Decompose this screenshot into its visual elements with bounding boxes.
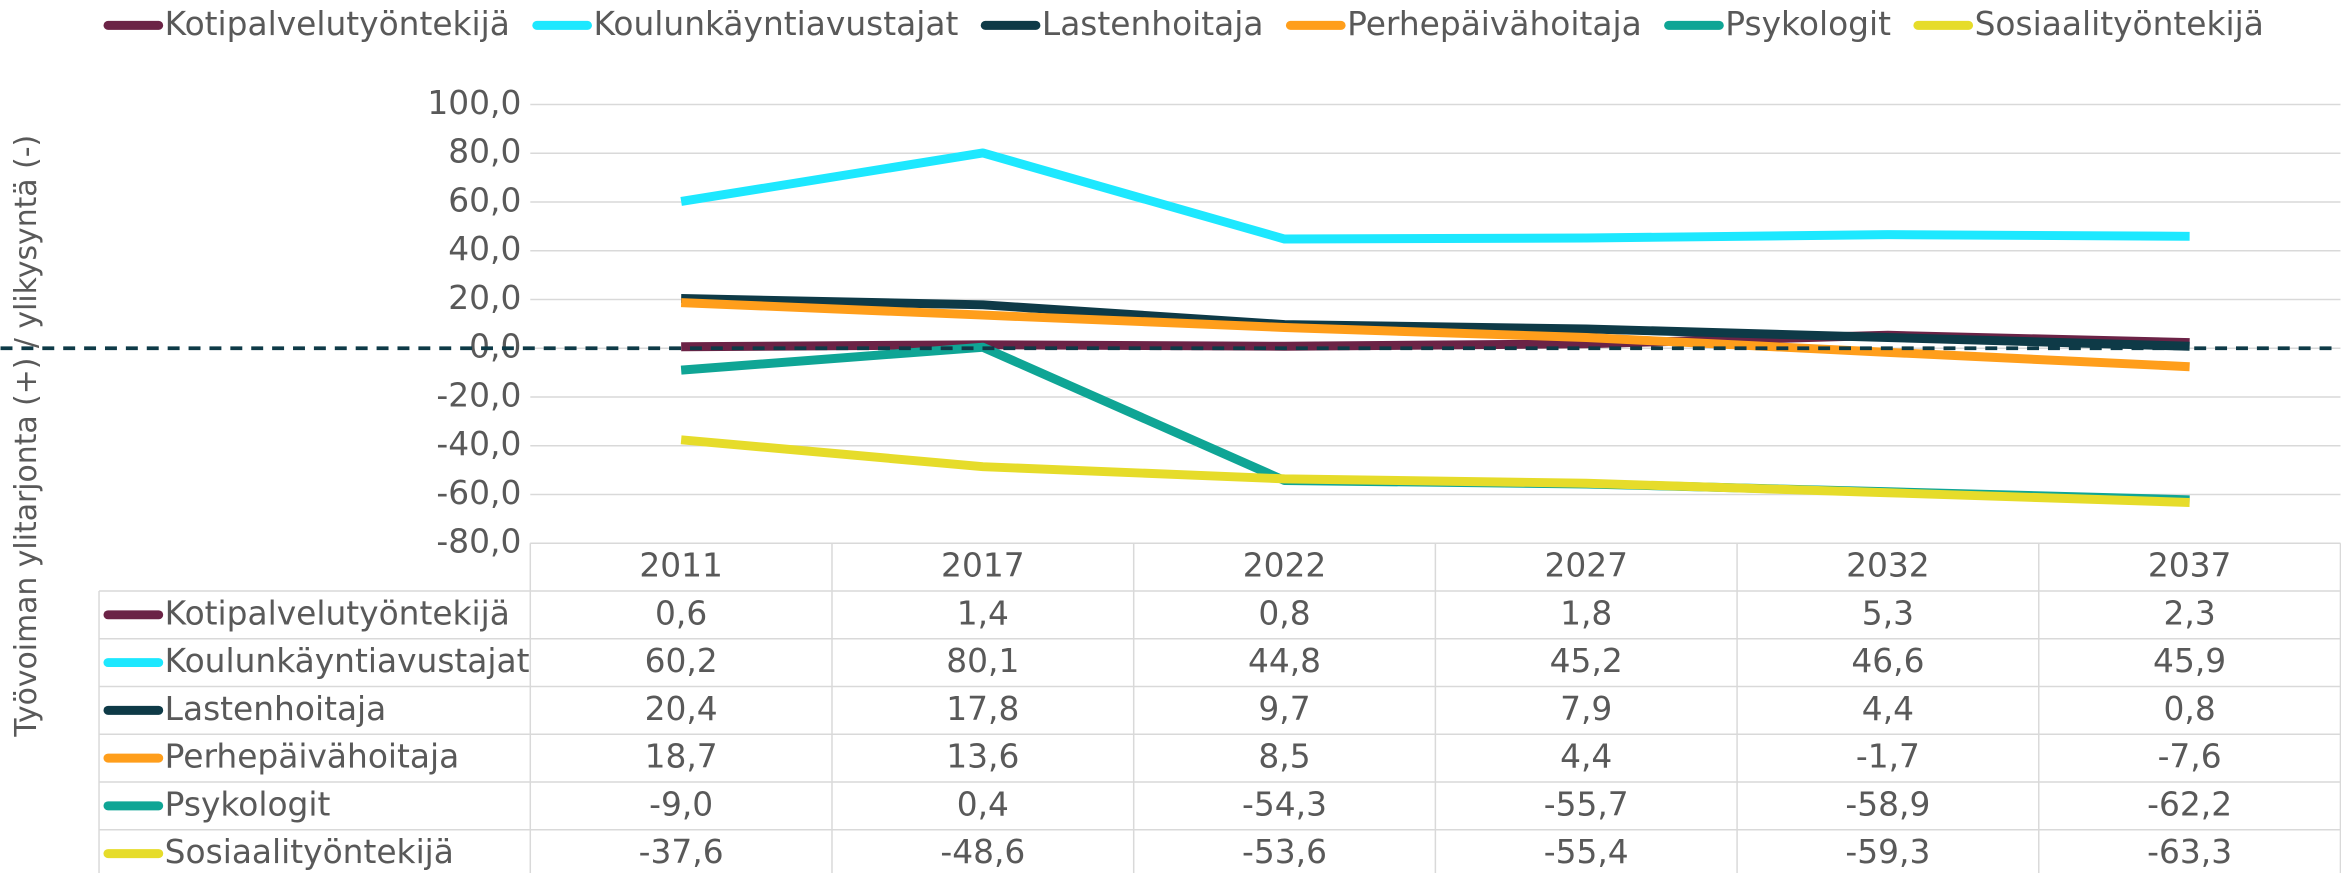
y-tick-label: 40,0 <box>448 230 521 268</box>
legend-label: Perhepäivähoitaja <box>1347 5 1642 43</box>
table-cell: -62,2 <box>2147 785 2232 823</box>
x-tick-label: 2027 <box>1544 547 1628 585</box>
x-tick-label: 2037 <box>2148 547 2232 585</box>
series-line <box>680 435 2190 507</box>
y-tick-label: -20,0 <box>436 376 521 414</box>
table-cell: -9,0 <box>649 785 713 823</box>
table-cell: 17,8 <box>946 690 1019 728</box>
table-cell: 9,7 <box>1258 690 1310 728</box>
table-row-label: Lastenhoitaja <box>165 690 387 728</box>
table-row-label: Perhepäivähoitaja <box>165 738 460 776</box>
table-cell: 20,4 <box>645 690 718 728</box>
y-tick-label: 80,0 <box>448 133 521 171</box>
series-line <box>680 148 2190 244</box>
table-cell: 0,6 <box>655 594 707 632</box>
y-tick-label: 20,0 <box>448 279 521 317</box>
table-row-label: Psykologit <box>165 785 331 823</box>
table-cell: -54,3 <box>1242 785 1327 823</box>
table-cell: 13,6 <box>946 738 1019 776</box>
x-tick-label: 2022 <box>1243 547 1327 585</box>
x-tick-label: 2032 <box>1846 547 1930 585</box>
table-cell: 4,4 <box>1560 738 1612 776</box>
table-cell: -59,3 <box>1845 833 1930 871</box>
table-cell: -58,9 <box>1845 785 1930 823</box>
table-cell: -63,3 <box>2147 833 2232 871</box>
table-cell: -53,6 <box>1242 833 1327 871</box>
table-row-label: Koulunkäyntiavustajat <box>165 642 530 680</box>
x-tick-label: 2017 <box>941 547 1025 585</box>
table-cell: -7,6 <box>2158 738 2222 776</box>
table-cell: 0,4 <box>957 785 1009 823</box>
legend-label: Psykologit <box>1725 5 1891 43</box>
table-cell: 8,5 <box>1258 738 1310 776</box>
series-line <box>681 294 2190 351</box>
table-cell: 45,9 <box>2153 642 2226 680</box>
y-tick-label: 60,0 <box>448 181 521 219</box>
y-tick-label: -80,0 <box>436 523 521 561</box>
legend-label: Kotipalvelutyöntekijä <box>165 5 510 43</box>
table-cell: 45,2 <box>1550 642 1623 680</box>
table-cell: 60,2 <box>645 642 718 680</box>
legend-label: Sosiaalityöntekijä <box>1975 5 2264 43</box>
table-cell: 18,7 <box>645 738 718 776</box>
table-cell: 46,6 <box>1851 642 1924 680</box>
table-cell: 0,8 <box>1258 594 1310 632</box>
series-line <box>680 298 2190 372</box>
table-cell: 5,3 <box>1862 594 1914 632</box>
y-tick-label: -60,0 <box>436 474 521 512</box>
table-cell: 80,1 <box>946 642 1019 680</box>
y-tick-label: 100,0 <box>427 84 521 122</box>
table-cell: -48,6 <box>940 833 1025 871</box>
table-cell: 44,8 <box>1248 642 1321 680</box>
y-tick-label: -40,0 <box>436 425 521 463</box>
table-row-label: Kotipalvelutyöntekijä <box>165 594 510 632</box>
table-cell: 2,3 <box>2164 594 2216 632</box>
legend-label: Lastenhoitaja <box>1042 5 1264 43</box>
legend-label: Koulunkäyntiavustajat <box>593 5 958 43</box>
table-cell: 7,9 <box>1560 690 1612 728</box>
table-cell: -1,7 <box>1856 738 1920 776</box>
table-cell: 4,4 <box>1862 690 1914 728</box>
table-cell: 1,4 <box>957 594 1009 632</box>
table-cell: 0,8 <box>2164 690 2216 728</box>
table-cell: -37,6 <box>639 833 724 871</box>
x-tick-label: 2011 <box>639 547 723 585</box>
table-cell: -55,7 <box>1544 785 1629 823</box>
table-row-label: Sosiaalityöntekijä <box>165 833 454 871</box>
table-cell: -55,4 <box>1544 833 1629 871</box>
y-axis-title: Työvoiman ylitarjonta (+) / ylikysyntä (… <box>9 135 44 738</box>
table-cell: 1,8 <box>1560 594 1612 632</box>
